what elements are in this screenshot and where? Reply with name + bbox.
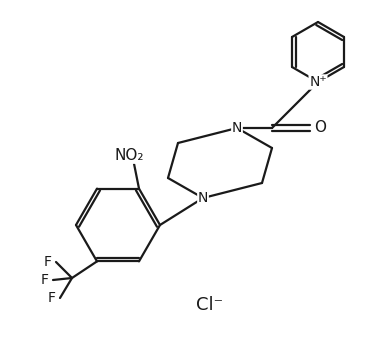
Text: F: F	[48, 291, 56, 305]
Text: NO₂: NO₂	[114, 148, 144, 163]
Text: F: F	[44, 255, 52, 269]
Text: N: N	[232, 121, 242, 135]
Text: N⁺: N⁺	[309, 75, 327, 89]
Text: O: O	[314, 120, 326, 135]
Text: F: F	[41, 273, 49, 287]
Text: N: N	[198, 191, 208, 205]
Text: Cl⁻: Cl⁻	[196, 296, 223, 314]
